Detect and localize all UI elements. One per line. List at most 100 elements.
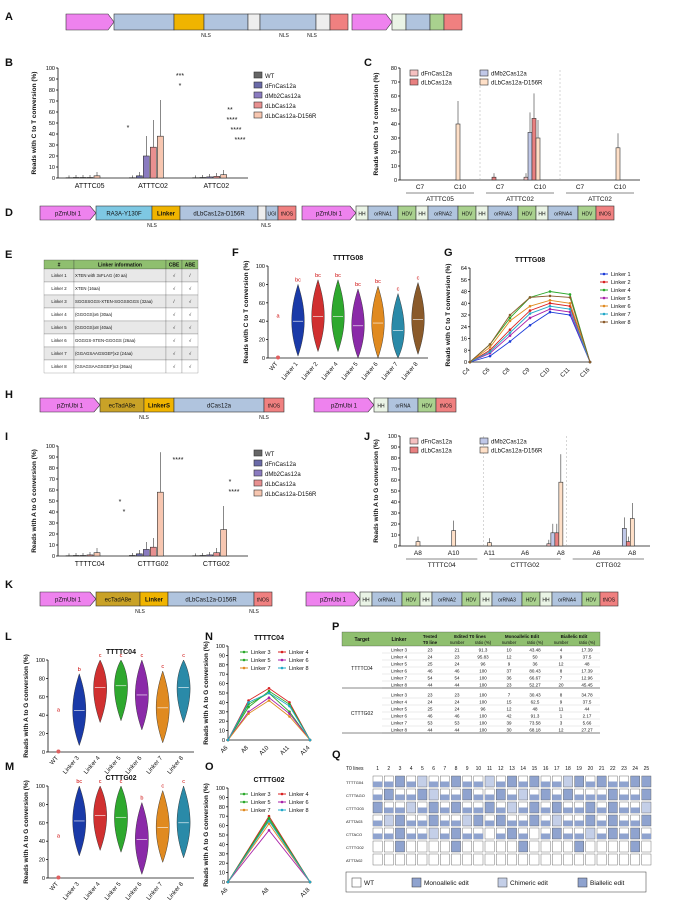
chart-g-point (548, 301, 552, 305)
chart-n-point (247, 699, 250, 702)
chart-j-bar (621, 528, 627, 547)
chart-i-legend-label: WT (265, 452, 275, 458)
q-cell (529, 814, 540, 827)
table-p-cell: 10 (506, 648, 512, 653)
table-e-header: # (58, 263, 61, 269)
chart-o-ytick-label: 70 (219, 814, 225, 820)
chart-n-series-line (227, 687, 311, 741)
table-e-text: Linker 1 (51, 273, 67, 278)
chart-g-legend-label: Linker 4 (611, 288, 631, 294)
chart-f-ytick-label: 80 (259, 282, 265, 288)
chart-b-ytick-label: 100 (46, 66, 55, 72)
chart-f-violin (276, 355, 280, 360)
q-cell-half (373, 781, 383, 787)
q-cell-half (440, 781, 450, 787)
chart-b-category-label: ATTTC02 (138, 183, 168, 190)
table-e-text: √ (173, 286, 176, 291)
q-col-label: 20 (588, 766, 594, 772)
chart-i-bar (86, 554, 94, 557)
q-cell-half (507, 794, 517, 800)
chart-m-x-label: Linker 7 (146, 881, 165, 902)
q-col-label: 7 (443, 766, 446, 772)
construct-D-promoter (39, 205, 97, 221)
construct-H-nls-3: NLS (259, 415, 269, 421)
chart-o-series-line (227, 829, 311, 883)
table-p-cell: 100 (479, 728, 487, 733)
table-p-cell: 12 (558, 728, 564, 733)
table-p-h-bi: Biallelic Edit (561, 634, 588, 639)
chart-j-legend-label: dFnCas12a (421, 440, 453, 446)
chart-j-group-label: TTTTC04 (428, 562, 456, 569)
table-p-cell: 37.5 (583, 655, 592, 660)
table-p-cell: 96 (480, 707, 486, 712)
q-cell-half (541, 820, 551, 826)
chart-j-legend-label: dLbCas12a (421, 449, 452, 455)
q-cell (372, 853, 383, 866)
chart-n-point (247, 701, 250, 704)
chart-b-legend-label: dLbCas12a-D156R (265, 114, 317, 120)
q-cell-half (552, 794, 562, 800)
construct-K-linker-label: Linker (145, 598, 164, 604)
chart-o-ytick-label: 40 (219, 842, 225, 848)
chart-n-legend-label: Linker 5 (251, 658, 271, 664)
chart-b-bar (157, 135, 164, 179)
q-col-label: 15 (532, 766, 538, 772)
chart-c-legend-label: dMb2Cas12a (491, 72, 527, 78)
q-cell (585, 814, 596, 827)
table-p-cell: 24 (454, 700, 460, 705)
construct-D-nls-1: NLS (147, 223, 157, 229)
chart-b-ytick-label: 60 (49, 110, 55, 116)
chart-i-legend-swatch (253, 449, 263, 457)
q-legend-label: Chimeric edit (510, 880, 548, 887)
chart-j-ytick-label: 60 (391, 478, 397, 484)
q-cell-half (473, 781, 483, 787)
chart-j-ytick-label: 50 (391, 489, 397, 495)
chart-g-legend-marker (602, 280, 606, 284)
chart-g-legend-label: Linker 5 (611, 296, 631, 302)
chart-l-letter: c (120, 653, 123, 659)
construct-K-nls-1: NLS (135, 609, 145, 615)
table-p-cell: 44 (454, 683, 460, 688)
chart-j-x-label: A10 (448, 550, 460, 557)
chart-b-ytick-label: 50 (49, 121, 55, 127)
table-p-header-bg (341, 631, 601, 647)
chart-g-ytick-label: 56 (461, 278, 467, 284)
chart-f-letter: bc (355, 282, 361, 288)
q-cell (428, 827, 439, 840)
chart-o-point (267, 814, 271, 818)
chart-g-ytick-label: 8 (464, 348, 467, 354)
chart-o-ytick-label: 100 (216, 786, 225, 792)
q-legend-swatch (411, 877, 422, 888)
chart-i-category-label: TTTTC04 (75, 561, 105, 568)
q-cell (451, 853, 461, 866)
chart-c-x-label: C10 (454, 184, 466, 191)
chart-b-legend-label: dFnCas12a (265, 84, 297, 90)
chart-i-ytick-label: 60 (49, 488, 55, 494)
q-cell (417, 775, 428, 788)
chart-b-legend-label: WT (265, 74, 275, 80)
chart-c-bar (527, 132, 533, 181)
table-e-cell (181, 359, 199, 374)
table-p-cell: 23 (506, 683, 512, 688)
chart-g-point (488, 346, 492, 349)
chart-j-x-label: A8 (557, 550, 565, 557)
chart-i-sig: * (229, 479, 232, 486)
q-cell-half (630, 820, 640, 826)
q-col-label: 25 (644, 766, 650, 772)
table-e-text: Linker 4 (51, 312, 67, 317)
chart-m-x-label: Linker 3 (62, 881, 81, 902)
construct-K-hdv1-label: HDV (406, 598, 417, 604)
chart-j-ytick-label: 40 (391, 500, 397, 506)
chart-o-series-line (227, 817, 311, 883)
chart-o-legend-marker (242, 800, 246, 804)
table-e-text: Linker 6 (51, 338, 67, 343)
chart-l-letter: c (161, 664, 164, 670)
chart-i-ytick-label: 20 (49, 532, 55, 538)
chart-o-point (267, 816, 271, 820)
chart-j-ytick-label: 100 (388, 434, 397, 440)
chart-c-group-label: ATTTC05 (426, 196, 454, 203)
chart-o-point (267, 819, 271, 823)
chart-f-letter: c (417, 276, 420, 282)
table-p-cell: 68.18 (529, 728, 541, 733)
table-e-text: Linker 2 (51, 286, 67, 291)
